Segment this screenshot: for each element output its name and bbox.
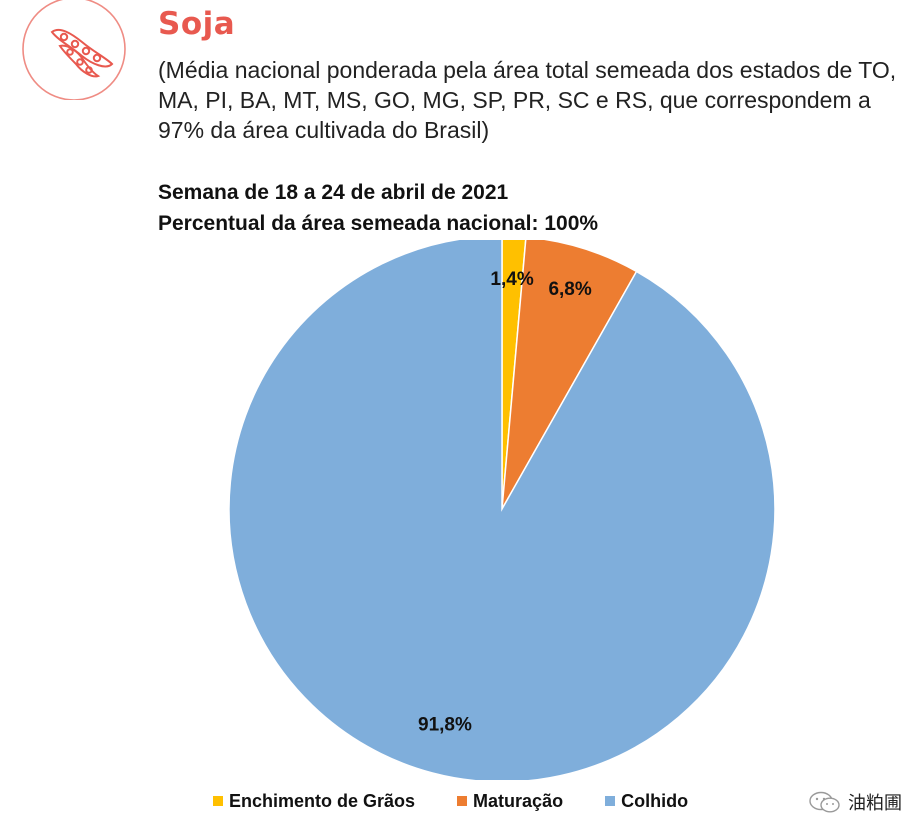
watermark-text: 油粕圃 bbox=[848, 793, 902, 813]
legend-label-colhido: Colhido bbox=[621, 790, 689, 811]
legend-swatch-maturacao bbox=[457, 796, 468, 806]
page-subtitle: (Média nacional ponderada pela área tota… bbox=[158, 57, 897, 143]
legend-label-maturacao: Maturação bbox=[473, 790, 564, 811]
chart-heading-area: Percentual da área semeada nacional: 100… bbox=[158, 212, 599, 235]
data-label-enchimento: 1,4% bbox=[490, 269, 533, 290]
logo bbox=[20, 0, 132, 101]
legend-item-enchimento: Enchimento de Grãos bbox=[213, 791, 415, 812]
chart-heading: Semana de 18 a 24 de abril de 2021 Perce… bbox=[158, 177, 598, 239]
legend-swatch-enchimento bbox=[213, 796, 223, 806]
pie-chart: 1,4% 6,8% 91,8% bbox=[228, 235, 776, 783]
pie-slice-colhido bbox=[228, 235, 776, 783]
chart-legend: Enchimento de Grãos Maturação Colhido bbox=[213, 789, 688, 813]
data-label-maturacao: 6,8% bbox=[548, 279, 591, 300]
legend-item-colhido: Colhido bbox=[605, 791, 688, 812]
legend-label-enchimento: Enchimento de Grãos bbox=[229, 790, 416, 811]
soybean-pod-icon bbox=[22, 0, 126, 101]
page-title: Soja bbox=[158, 6, 236, 42]
wechat-icon bbox=[809, 791, 840, 813]
watermark: 油粕圃 bbox=[808, 790, 902, 814]
chart-heading-week: Semana de 18 a 24 de abril de 2021 bbox=[158, 181, 509, 204]
data-label-colhido: 91,8% bbox=[418, 714, 472, 735]
legend-item-maturacao: Maturação bbox=[457, 791, 563, 812]
pie-chart-area: 1,4% 6,8% 91,8% bbox=[150, 235, 800, 783]
legend-swatch-colhido bbox=[605, 796, 616, 806]
